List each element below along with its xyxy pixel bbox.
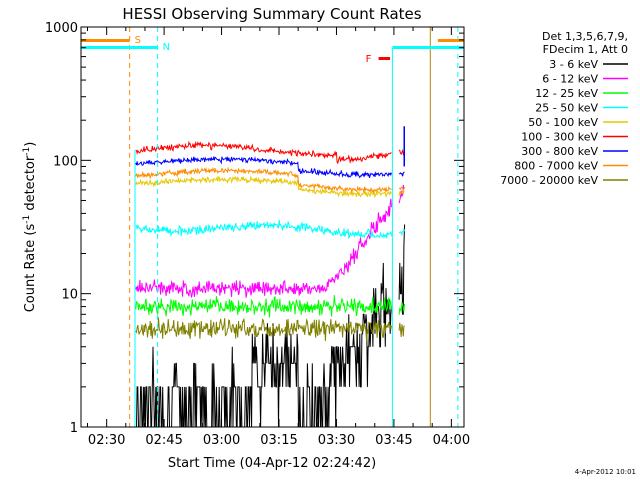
legend-header-line-2: FDecim 1, Att 0 xyxy=(543,43,628,56)
series-line-300-800kev-0 xyxy=(135,155,392,179)
night-bar-right xyxy=(392,46,464,49)
data-layer xyxy=(135,126,406,428)
series-line-50-100kev-1 xyxy=(398,189,405,197)
flare-label: F xyxy=(366,54,372,65)
timestamp: 4-Apr-2012 10:01 xyxy=(575,468,636,476)
annotation-layer: S N F xyxy=(81,27,464,427)
night-label: N xyxy=(163,42,170,53)
legend-label: 7000 - 20000 keV xyxy=(500,174,598,187)
saa-label: S xyxy=(135,35,141,46)
saa-bar-right xyxy=(437,39,464,42)
legend-label: 12 - 25 keV xyxy=(535,87,598,100)
x-tick-label: 04:00 xyxy=(433,433,470,448)
y-tick-label: 100 xyxy=(53,154,78,169)
series-line-7000-20000kev-0 xyxy=(135,317,392,342)
x-tick-label: 02:30 xyxy=(88,433,125,448)
axis-layer: 1 10 100 1000 02:30 02:45 03:00 03:15 03:30 03:45… xyxy=(45,21,470,448)
series-line-6-12kev-0 xyxy=(135,198,392,298)
x-tick-label: 03:00 xyxy=(203,433,240,448)
series-line-100-300kev-0 xyxy=(135,140,392,165)
series-line-25-50kev-0 xyxy=(135,220,392,240)
y-tick-label: 1000 xyxy=(45,21,78,36)
series-line-7000-20000kev-1 xyxy=(398,322,405,337)
x-tick-label: 03:45 xyxy=(375,433,412,448)
series-line-3-6kev-1 xyxy=(398,224,406,315)
x-tick-label: 03:30 xyxy=(318,433,355,448)
x-tick-label: 02:45 xyxy=(145,433,182,448)
series-line-800-7000kev-1 xyxy=(398,186,405,191)
series-line-12-25kev-0 xyxy=(135,295,392,318)
series-line-6-12kev-1 xyxy=(398,184,406,204)
chart-title: HESSI Observing Summary Count Rates xyxy=(122,5,421,23)
series-line-25-50kev-1 xyxy=(398,228,406,237)
plot-frame xyxy=(80,26,465,428)
night-bar-left xyxy=(81,46,158,49)
legend-label: 3 - 6 keV xyxy=(549,58,598,71)
y-tick-label: 1 xyxy=(70,421,78,436)
legend-label: 6 - 12 keV xyxy=(542,73,598,86)
legend-label: 800 - 7000 keV xyxy=(514,160,598,173)
saa-bar-left xyxy=(81,39,130,42)
legend-label: 50 - 100 keV xyxy=(528,116,598,129)
y-axis-label: Count Rate (s-1 detector-1) xyxy=(22,142,38,313)
series-line-800-7000kev-0 xyxy=(135,166,392,195)
y-tick-label: 10 xyxy=(61,288,78,303)
series-line-12-25kev-1 xyxy=(398,302,406,315)
series-line-50-100kev-0 xyxy=(135,175,392,199)
series-line-300-800kev-1 xyxy=(398,171,405,177)
legend-label: 25 - 50 keV xyxy=(535,102,598,115)
legend-label: 300 - 800 keV xyxy=(521,145,598,158)
x-axis-label: Start Time (04-Apr-12 02:24:42) xyxy=(168,456,376,471)
x-tick-label: 03:15 xyxy=(260,433,297,448)
legend-label: 100 - 300 keV xyxy=(521,131,598,144)
flare-bar xyxy=(378,57,391,60)
legend-header-line-1: Det 1,3,5,6,7,9, xyxy=(542,30,628,43)
